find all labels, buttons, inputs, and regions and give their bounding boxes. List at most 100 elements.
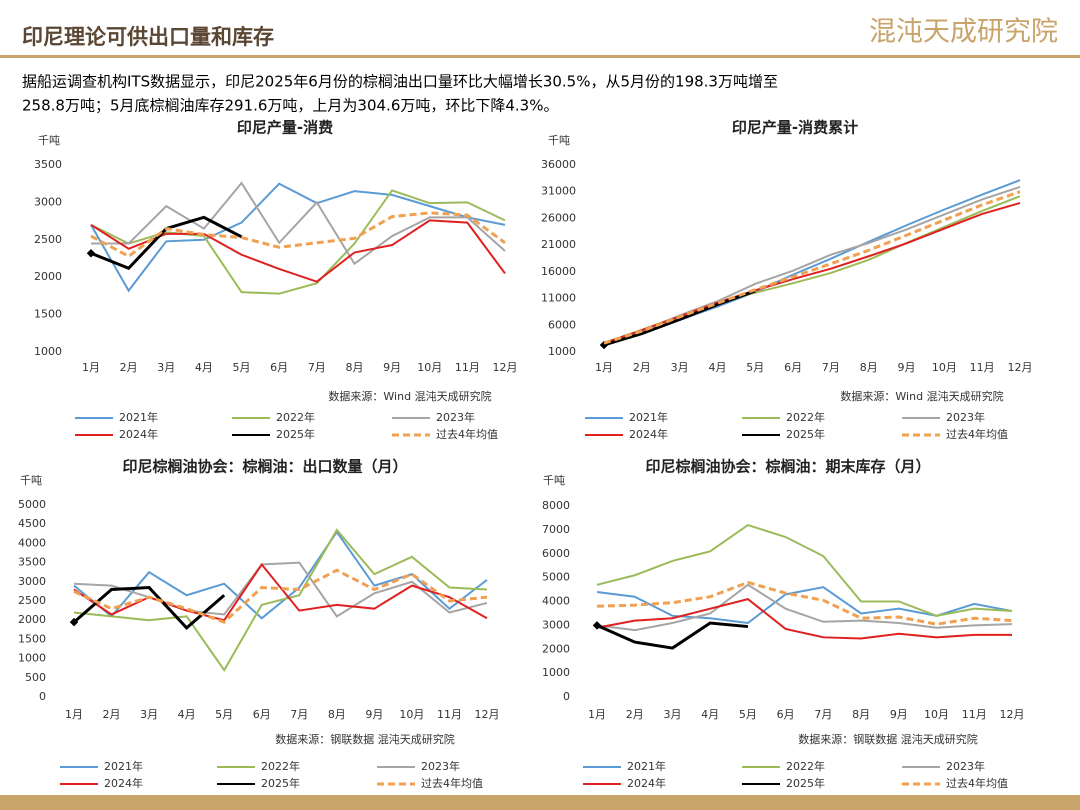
x-tick-label: 7月 [290, 708, 308, 721]
y-tick-label: 0 [39, 690, 46, 703]
x-tick-label: 5月 [233, 361, 251, 374]
x-tick-label: 10月 [399, 708, 424, 721]
x-tick-label: 4月 [708, 361, 726, 374]
x-tick-label: 4月 [195, 361, 213, 374]
y-tick-label: 26000 [541, 211, 576, 224]
x-tick-label: 6月 [253, 708, 271, 721]
y-unit: 千吨 [20, 474, 42, 487]
legend-label: 2021年 [629, 410, 668, 424]
x-tick-label: 10月 [417, 361, 442, 374]
x-tick-label: 8月 [345, 361, 363, 374]
x-tick-label: 3月 [663, 708, 681, 721]
x-tick-label: 4月 [178, 708, 196, 721]
legend-label: 2023年 [946, 759, 985, 773]
x-tick-label: 7月 [308, 361, 326, 374]
y-tick-label: 1000 [548, 345, 576, 358]
x-tick-label: 7月 [822, 361, 840, 374]
x-tick-label: 5月 [739, 708, 757, 721]
legend-label: 2024年 [119, 427, 158, 441]
series-line [603, 190, 1021, 345]
chart-title: 印尼产量-消费累计 [732, 119, 858, 137]
x-tick-label: 11月 [970, 361, 995, 374]
y-tick-label: 1000 [34, 345, 62, 358]
x-tick-label: 1月 [588, 708, 606, 721]
y-tick-label: 6000 [548, 318, 576, 331]
y-tick-label: 5000 [18, 498, 46, 511]
x-tick-label: 8月 [852, 708, 870, 721]
y-unit: 千吨 [548, 134, 570, 147]
chart-title: 印尼棕榈油协会：棕榈油：出口数量（月） [122, 458, 407, 476]
slide-title: 印尼理论可供出口量和库存 [22, 25, 274, 49]
series-line [90, 182, 506, 293]
x-tick-label: 11月 [962, 708, 987, 721]
x-tick-label: 1月 [82, 361, 100, 374]
x-tick-label: 11月 [455, 361, 480, 374]
y-tick-label: 21000 [541, 238, 576, 251]
y-tick-label: 3000 [34, 195, 62, 208]
series-line [90, 211, 506, 259]
x-tick-label: 2月 [633, 361, 651, 374]
legend-label: 2023年 [421, 759, 460, 773]
series-line [596, 523, 1013, 617]
x-tick-label: 9月 [365, 708, 383, 721]
y-tick-label: 1500 [34, 308, 62, 321]
y-tick-label: 2500 [34, 233, 62, 246]
y-tick-label: 1500 [18, 632, 46, 645]
series-line [596, 583, 1013, 632]
legend-label: 2022年 [261, 759, 300, 773]
y-tick-label: 8000 [542, 499, 570, 512]
y-tick-label: 31000 [541, 185, 576, 198]
x-tick-label: 12月 [493, 361, 518, 374]
summary-line: 258.8万吨；5月底棕榈油库存291.6万吨，上月为304.6万吨，环比下降4… [22, 97, 558, 115]
series-line [596, 586, 1013, 625]
y-tick-label: 1000 [542, 666, 570, 679]
x-tick-label: 3月 [671, 361, 689, 374]
legend-label: 2021年 [104, 759, 143, 773]
header-rule [0, 55, 1080, 58]
x-tick-label: 5月 [746, 361, 764, 374]
x-tick-label: 6月 [784, 361, 802, 374]
series-line [91, 181, 506, 266]
series-line [73, 528, 488, 672]
logo: 混沌天成研究院 [869, 17, 1058, 48]
legend-label: 2025年 [276, 427, 315, 441]
x-tick-label: 1月 [595, 361, 613, 374]
legend-label: 2023年 [436, 410, 475, 424]
x-tick-label: 7月 [814, 708, 832, 721]
x-tick-label: 8月 [860, 361, 878, 374]
series-start-marker [86, 249, 96, 258]
y-unit: 千吨 [38, 134, 60, 147]
summary-line: 据船运调查机构ITS数据显示，印尼2025年6月份的棕榈油出口量环比大幅增长30… [22, 73, 778, 91]
y-tick-label: 4000 [18, 536, 46, 549]
x-tick-label: 8月 [328, 708, 346, 721]
x-tick-label: 2月 [103, 708, 121, 721]
x-tick-label: 2月 [120, 361, 138, 374]
x-tick-label: 12月 [1000, 708, 1025, 721]
x-tick-label: 2月 [626, 708, 644, 721]
x-tick-label: 3月 [140, 708, 158, 721]
source: 数据来源：钢联数据 混沌天成研究院 [275, 732, 455, 746]
legend-label: 2025年 [261, 776, 300, 790]
x-tick-label: 9月 [383, 361, 401, 374]
x-tick-label: 12月 [475, 708, 500, 721]
y-tick-label: 2500 [18, 594, 46, 607]
y-tick-label: 36000 [541, 158, 576, 171]
legend-label: 过去4年均值 [946, 776, 1008, 790]
source: 数据来源：钢联数据 混沌天成研究院 [798, 732, 978, 746]
y-tick-label: 500 [25, 671, 46, 684]
x-tick-label: 10月 [932, 361, 957, 374]
series-line [73, 568, 488, 624]
y-tick-label: 2000 [18, 613, 46, 626]
footer-bar [0, 795, 1080, 810]
series-line [90, 219, 506, 283]
legend-label: 2022年 [276, 410, 315, 424]
y-tick-label: 16000 [541, 265, 576, 278]
series-line [596, 580, 1013, 626]
y-tick-label: 2000 [34, 270, 62, 283]
x-tick-label: 6月 [777, 708, 795, 721]
source: 数据来源：Wind 混沌天成研究院 [840, 389, 1003, 403]
legend-label: 2021年 [627, 759, 666, 773]
y-tick-label: 11000 [541, 292, 576, 305]
chart-title: 印尼棕榈油协会：棕榈油：期末库存（月） [645, 458, 930, 476]
